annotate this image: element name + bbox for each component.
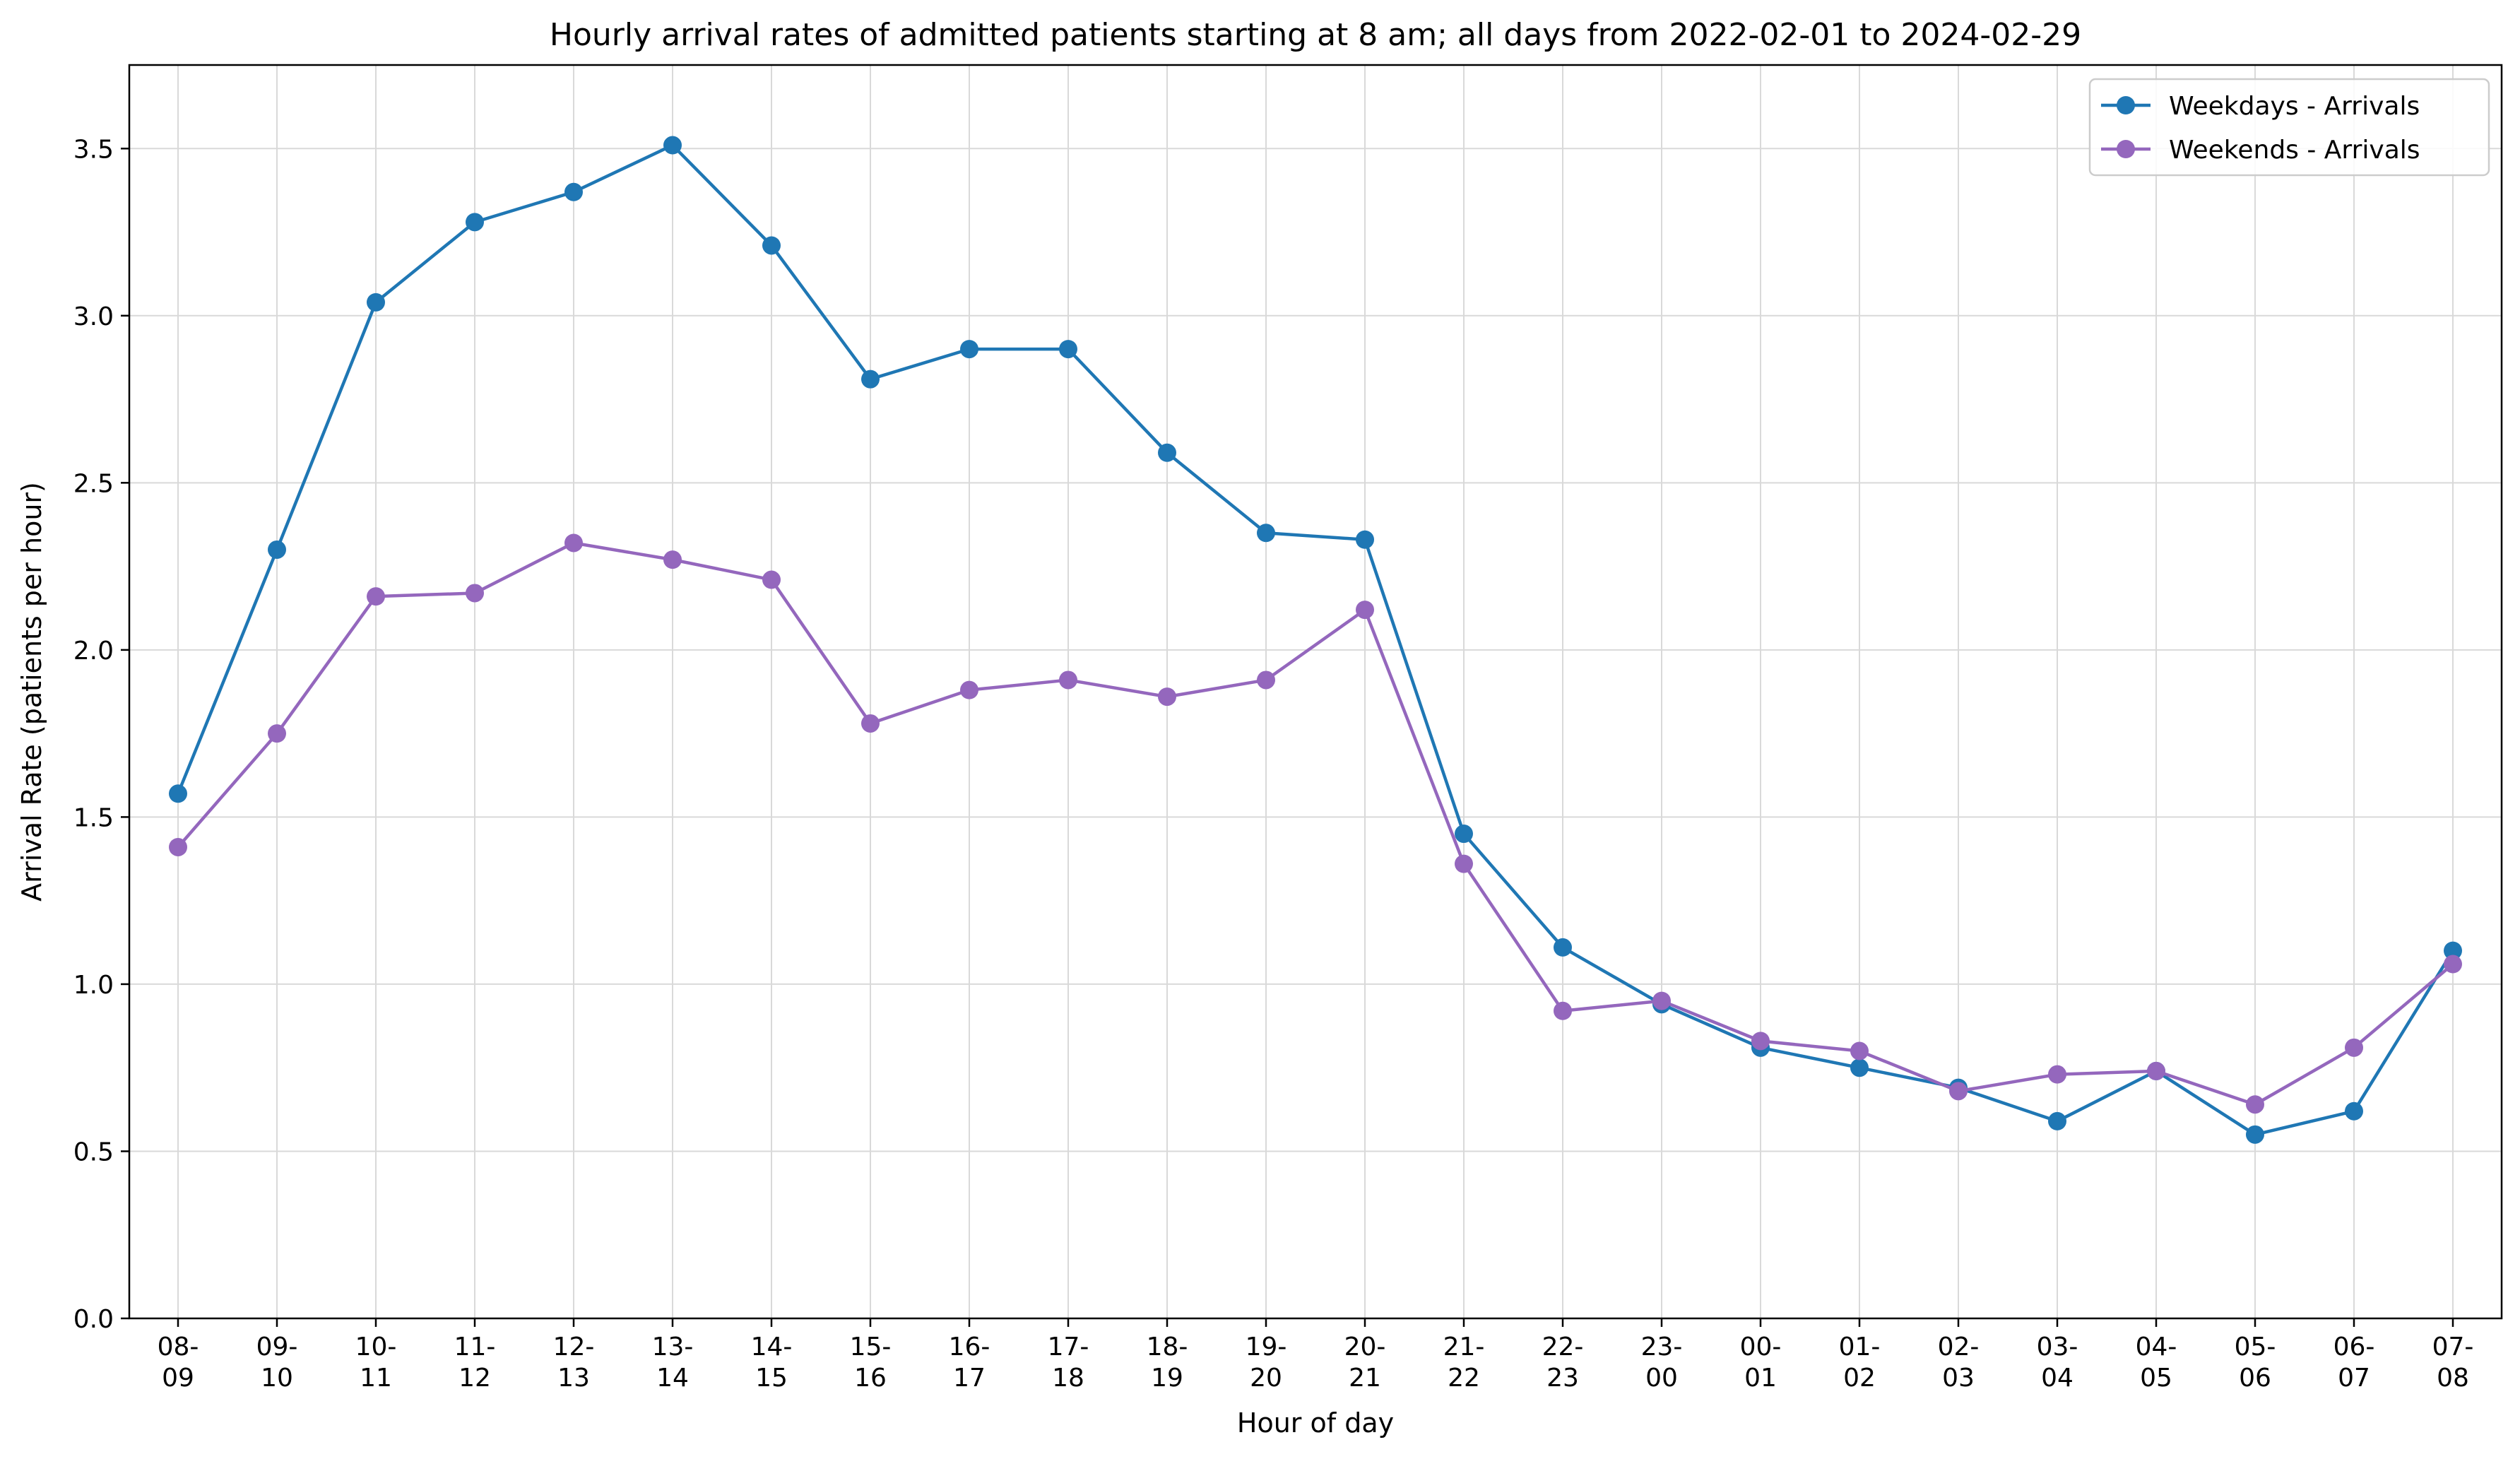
x-tick-label: 15-16 [850,1333,892,1393]
data-point [2345,1101,2363,1121]
data-point [762,570,781,589]
x-tick-label: 19-20 [1246,1333,1287,1393]
y-tick-label: 1.0 [73,971,114,1000]
data-point [663,550,682,569]
legend-label: Weekends - Arrivals [2169,136,2420,165]
legend-box [2088,78,2490,177]
data-point [1751,1032,1770,1051]
y-tick-label: 0.0 [73,1305,114,1334]
data-point [1949,1082,1968,1101]
y-tick-label: 3.5 [73,135,114,164]
data-point [268,540,286,559]
x-tick-label: 16-17 [949,1333,990,1393]
data-point [1850,1041,1869,1061]
data-point [663,136,682,155]
series-weekends [169,533,2462,1114]
data-point [1158,687,1176,707]
x-tick-label: 17-18 [1048,1333,1089,1393]
data-point [960,340,978,359]
y-tick-label: 1.5 [73,803,114,832]
data-point [2147,1061,2165,1080]
data-point [2048,1111,2066,1130]
x-tick-label: 23-00 [1641,1333,1683,1393]
x-tick-label: 04-05 [2136,1333,2177,1393]
data-point [564,182,583,201]
data-point [1554,1001,1572,1020]
data-point [268,724,286,743]
x-tick-label: 12-13 [553,1333,595,1393]
x-tick-label: 06-07 [2333,1333,2375,1393]
data-point [1554,938,1572,957]
x-tick-label: 22-23 [1542,1333,1584,1393]
data-point [2246,1095,2264,1114]
y-tick-label: 2.5 [73,469,114,498]
data-point [1158,443,1176,462]
x-tick-label: 10-11 [355,1333,397,1393]
data-point [1257,524,1275,543]
data-point [2444,941,2462,960]
data-point [1356,530,1374,549]
x-axis-label: Hour of day [1237,1407,1394,1439]
data-point [1455,854,1473,873]
series-weekdays [169,136,2462,1144]
data-point [2444,955,2462,974]
y-axis-label: Arrival Rate (patients per hour) [16,482,47,902]
y-tick-label: 3.0 [73,302,114,331]
data-point [367,587,385,606]
legend-label: Weekdays - Arrivals [2169,92,2420,121]
x-tick-label: 14-15 [751,1333,793,1393]
data-point [1652,991,1671,1010]
plot-area-frame [128,64,2503,1320]
x-axis: 08-09 09-10 10-11 11-12 12-13 13-14 14-15 15-16… [158,1318,2474,1393]
data-point [2048,1065,2066,1084]
x-tick-label: 20-21 [1344,1333,1386,1393]
data-point [960,680,978,699]
data-point [861,370,880,389]
data-point [564,533,583,553]
chart-title: Hourly arrival rates of admitted patient… [550,17,2081,53]
x-tick-label: 08-09 [158,1333,199,1393]
grid [129,65,2502,1319]
y-tick-label: 2.0 [73,637,114,666]
data-point [169,837,187,856]
x-tick-label: 07-08 [2432,1333,2474,1393]
y-tick-label: 0.5 [73,1138,114,1166]
x-tick-label: 01-02 [1839,1333,1881,1393]
data-point [367,293,385,312]
series-line [176,143,2454,1137]
data-point [169,784,187,803]
x-tick-label: 09-10 [256,1333,298,1393]
data-point [1356,601,1374,620]
x-tick-label: 18-19 [1147,1333,1188,1393]
data-point [1059,671,1077,690]
series-layer [169,136,2462,1144]
data-point [2246,1125,2264,1144]
legend-marker [2117,140,2135,158]
series-line [177,541,2454,1106]
y-axis: 0.0 0.5 1.0 1.5 2.0 2.5 3.0 3.5 [73,135,129,1334]
data-point [466,584,484,603]
data-point [762,236,781,255]
data-point [1257,671,1275,690]
x-tick-label: 11-12 [454,1333,496,1393]
data-point [1059,340,1077,359]
data-point [1455,825,1473,844]
data-point [861,714,880,733]
legend-item: Weekdays - Arrivals [2101,92,2420,121]
x-tick-label: 05-06 [2235,1333,2276,1393]
legend-item: Weekends - Arrivals [2101,136,2420,165]
data-point [466,213,484,232]
x-tick-label: 03-04 [2037,1333,2078,1393]
legend-marker [2117,96,2135,114]
data-point [1850,1058,1869,1077]
data-point [2345,1038,2363,1057]
x-tick-label: 21-22 [1443,1333,1485,1393]
x-tick-label: 02-03 [1938,1333,1980,1393]
legend: Weekdays - Arrivals Weekends - Arrivals [2088,78,2490,177]
x-tick-label: 13-14 [652,1333,694,1393]
x-tick-label: 00-01 [1740,1333,1782,1393]
